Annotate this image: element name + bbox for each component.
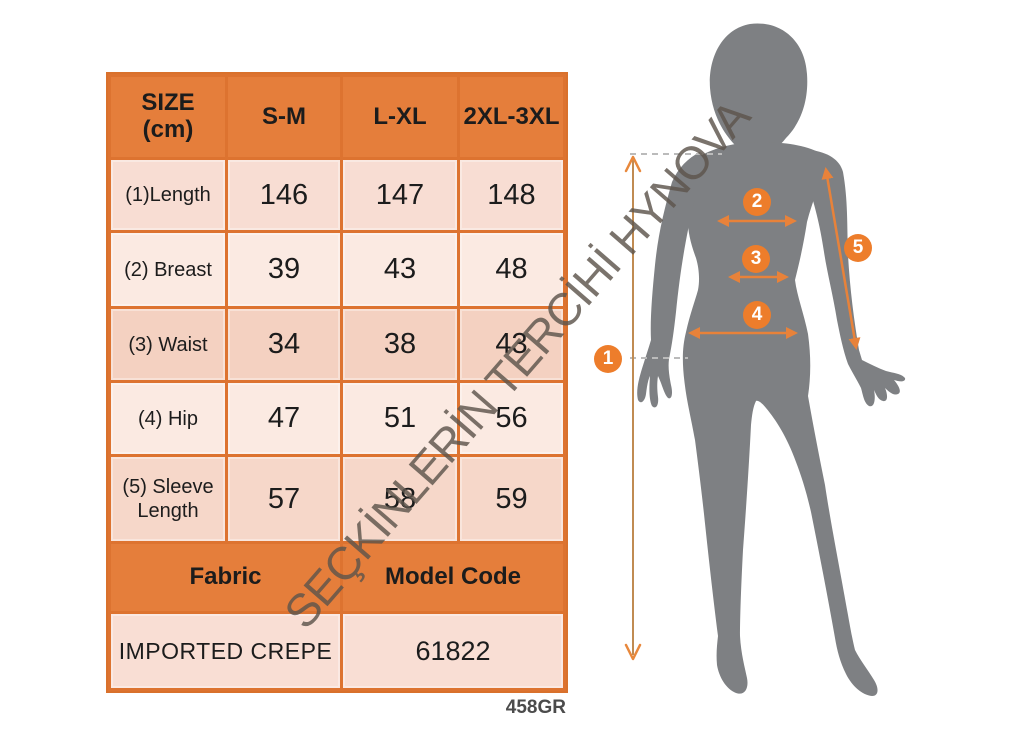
measure-badge-3: 3 — [742, 245, 770, 273]
breast-2xl3xl: 48 — [460, 233, 563, 306]
size-table: SIZE (cm) S-M L-XL 2XL-3XL (1)Length 146… — [106, 72, 568, 693]
waist-2xl3xl: 43 — [460, 309, 563, 380]
measure-badge-4: 4 — [743, 301, 771, 329]
length-lxl: 147 — [343, 160, 457, 230]
product-code: 458GR — [505, 697, 566, 718]
head-silhouette — [709, 23, 808, 156]
model-code-value: 61822 — [343, 614, 563, 688]
measure-badge-2: 2 — [743, 188, 771, 216]
measure-badge-5: 5 — [844, 234, 872, 262]
row-label-length: (1)Length — [111, 160, 225, 230]
sleeve-2xl3xl: 59 — [460, 457, 563, 541]
column-header-lxl: L-XL — [343, 77, 457, 157]
sleeve-lxl: 58 — [343, 457, 457, 541]
column-header-2xl3xl: 2XL-3XL — [460, 77, 563, 157]
waist-sm: 34 — [228, 309, 340, 380]
row-label-sleeve: (5) Sleeve Length — [111, 457, 225, 541]
female-body-silhouette — [637, 23, 906, 696]
hip-2xl3xl: 56 — [460, 383, 563, 454]
torso-legs-silhouette — [682, 142, 878, 696]
model-code-header: Model Code — [343, 544, 563, 611]
fabric-value: IMPORTED CREPE — [111, 614, 340, 688]
column-header-sm: S-M — [228, 77, 340, 157]
size-table-header-row: SIZE (cm) S-M L-XL 2XL-3XL — [111, 77, 563, 157]
breast-lxl: 43 — [343, 233, 457, 306]
size-header-line1: SIZE — [141, 89, 195, 117]
row-label-hip: (4) Hip — [111, 383, 225, 454]
table-row-length: (1)Length 146 147 148 — [111, 160, 563, 230]
table-row-waist: (3) Waist 34 38 43 — [111, 309, 563, 380]
hip-sm: 47 — [228, 383, 340, 454]
row-label-breast: (2) Breast — [111, 233, 225, 306]
table-row-breast: (2) Breast 39 43 48 — [111, 233, 563, 306]
size-header-line2: (cm) — [142, 116, 194, 143]
left-arm-silhouette — [637, 152, 704, 408]
right-arm-silhouette — [805, 150, 906, 407]
table-row-sleeve: (5) Sleeve Length 57 58 59 — [111, 457, 563, 541]
sleeve-sm: 57 — [228, 457, 340, 541]
hip-lxl: 51 — [343, 383, 457, 454]
waist-lxl: 38 — [343, 309, 457, 380]
info-value-row: IMPORTED CREPE 61822 — [111, 614, 563, 688]
size-unit-header: SIZE (cm) — [111, 77, 225, 157]
breast-sm: 39 — [228, 233, 340, 306]
length-sm: 146 — [228, 160, 340, 230]
row-label-waist: (3) Waist — [111, 309, 225, 380]
measure-badge-1: 1 — [594, 345, 622, 373]
info-header-row: Fabric Model Code — [111, 544, 563, 611]
fabric-header: Fabric — [111, 544, 340, 611]
table-row-hip: (4) Hip 47 51 56 — [111, 383, 563, 454]
length-2xl3xl: 148 — [460, 160, 563, 230]
